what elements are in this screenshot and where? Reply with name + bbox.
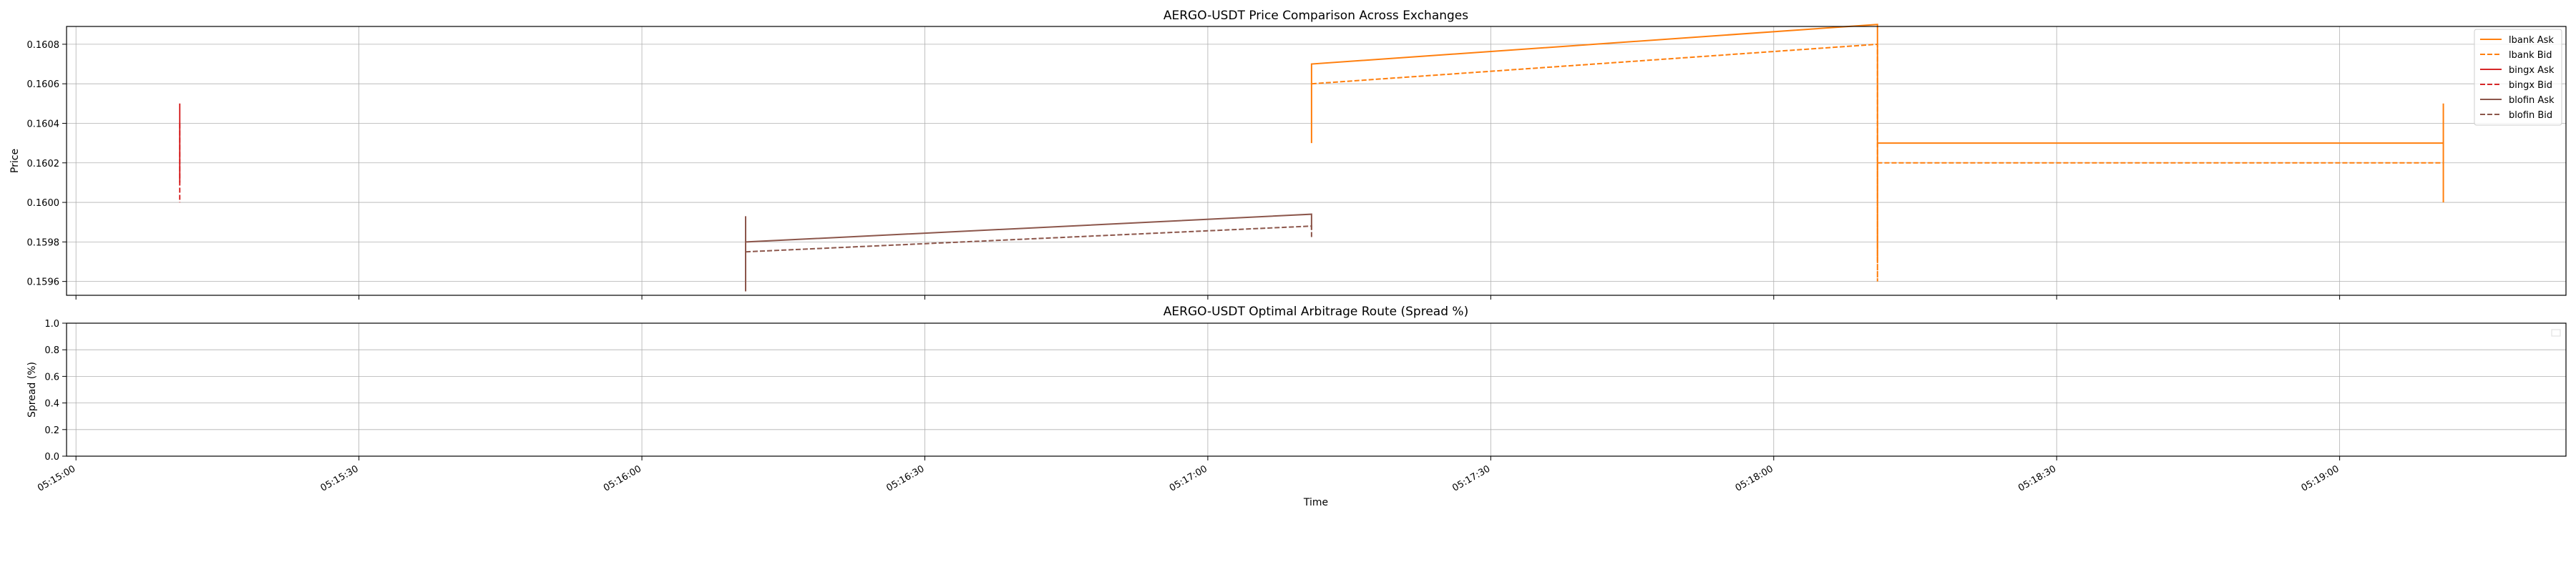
legend-label: bingx Bid — [2509, 80, 2552, 91]
spread-y-tick-label: 0.6 — [44, 372, 59, 383]
spread-y-tick-label: 1.0 — [44, 319, 59, 330]
legend-entries: lbank Ask lbank Bid bingx Ask bingx Bid blof… — [2480, 35, 2555, 121]
spread-chart-y-ticks: 0.0 0.2 0.4 0.6 0.8 1.0 — [44, 319, 67, 463]
price-y-tick-label: 0.1596 — [27, 277, 60, 288]
price-chart-legend: lbank Ask lbank Bid bingx Ask bingx Bid blof… — [2474, 29, 2562, 126]
legend-box — [2474, 29, 2562, 126]
price-chart-x-ticks — [75, 295, 2341, 300]
price-chart-y-ticks: 0.1596 0.1598 0.1600 0.1602 0.1604 0.1606 0.16… — [27, 40, 67, 288]
price-chart: 0.1596 0.1598 0.1600 0.1602 0.1604 0.1606 0.16… — [9, 9, 2567, 300]
price-y-tick-label: 0.1608 — [27, 40, 60, 51]
series-line-blofin-bid — [745, 225, 1312, 253]
legend-label: lbank Ask — [2509, 35, 2554, 46]
price-chart-frame — [66, 26, 2567, 296]
series-line-lbank-ask — [1310, 24, 2444, 262]
price-y-tick-label: 0.1606 — [27, 79, 60, 90]
spread-chart-title: AERGO-USDT Optimal Arbitrage Route (Spre… — [1163, 305, 1468, 319]
price-y-tick-label: 0.1602 — [27, 159, 60, 169]
series-line-lbank-bid — [1311, 43, 2444, 282]
price-chart-title: AERGO-USDT Price Comparison Across Excha… — [1163, 9, 1468, 23]
spread-chart-empty-legend — [2551, 329, 2561, 337]
price-y-tick-label: 0.1600 — [27, 198, 60, 209]
price-chart-y-axis-label: Price — [9, 149, 21, 173]
legend-label: blofin Bid — [2509, 110, 2552, 121]
spread-y-tick-label: 0.4 — [44, 399, 59, 410]
price-y-tick-label: 0.1604 — [27, 119, 60, 129]
spread-chart-x-axis-label: Time — [1303, 497, 1328, 508]
spread-y-tick-label: 0.2 — [44, 425, 59, 436]
spread-y-tick-label: 0.0 — [44, 452, 59, 463]
spread-y-tick-label: 0.8 — [44, 345, 59, 356]
spread-chart-frame — [66, 322, 2567, 457]
price-y-tick-label: 0.1598 — [27, 237, 60, 248]
spread-chart-y-axis-label: Spread (%) — [26, 362, 38, 418]
series-line-blofin-ask — [745, 213, 1312, 292]
legend-label: bingx Ask — [2509, 65, 2555, 76]
legend-label: blofin Ask — [2509, 95, 2555, 106]
price-chart-series — [179, 24, 2444, 292]
legend-label: lbank Bid — [2509, 50, 2552, 61]
